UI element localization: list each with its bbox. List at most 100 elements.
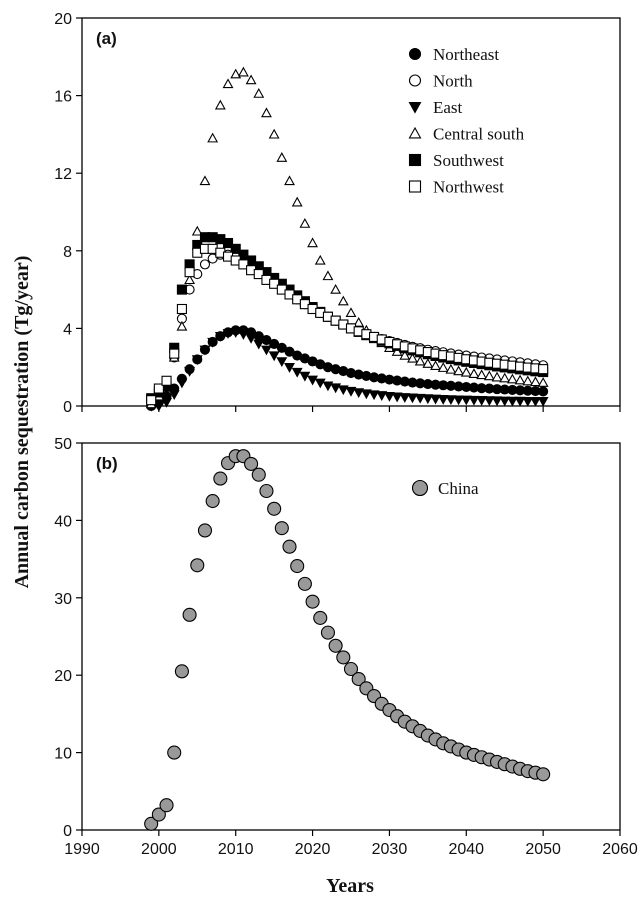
data-point bbox=[184, 267, 195, 278]
y-tick-label: 30 bbox=[54, 591, 72, 608]
plot-frame bbox=[81, 17, 621, 407]
data-point bbox=[351, 672, 366, 687]
x-tick-label: 1990 bbox=[64, 841, 100, 858]
x-axis-title: Years bbox=[326, 875, 374, 897]
data-point bbox=[538, 386, 549, 397]
data-point bbox=[207, 132, 219, 143]
data-point bbox=[214, 99, 226, 110]
x-tick-label: 2000 bbox=[141, 841, 177, 858]
data-point bbox=[307, 375, 319, 386]
legend-label: East bbox=[433, 98, 463, 117]
data-point bbox=[268, 351, 280, 362]
data-point bbox=[305, 594, 320, 609]
legend-marker bbox=[408, 47, 422, 61]
data-point bbox=[161, 375, 172, 386]
legend: China bbox=[411, 479, 479, 498]
data-point bbox=[297, 576, 312, 591]
data-point bbox=[291, 196, 303, 207]
data-point bbox=[330, 383, 342, 394]
data-point bbox=[345, 307, 357, 318]
legend-marker bbox=[408, 180, 422, 193]
data-point bbox=[261, 107, 272, 118]
legend-label: Northwest bbox=[433, 178, 504, 197]
x-tick-label: 2050 bbox=[525, 841, 561, 858]
data-point bbox=[237, 66, 249, 77]
data-point bbox=[399, 349, 411, 360]
data-point bbox=[151, 807, 166, 822]
data-point bbox=[146, 395, 157, 406]
data-point bbox=[453, 395, 465, 406]
data-point bbox=[437, 362, 449, 372]
data-point bbox=[468, 368, 480, 378]
x-tick-label: 2030 bbox=[372, 841, 408, 858]
data-point bbox=[360, 389, 372, 400]
data-point bbox=[506, 396, 518, 407]
data-point bbox=[253, 269, 264, 280]
data-point bbox=[483, 396, 495, 407]
data-point bbox=[414, 393, 426, 404]
data-point bbox=[199, 259, 211, 270]
data-point bbox=[253, 339, 265, 350]
data-point bbox=[176, 284, 187, 295]
legend-item: Southwest bbox=[408, 151, 504, 170]
data-point bbox=[336, 650, 351, 665]
data-point bbox=[430, 394, 441, 405]
data-point bbox=[491, 371, 503, 382]
data-point bbox=[284, 175, 295, 186]
data-point bbox=[222, 237, 234, 249]
data-point bbox=[251, 467, 266, 482]
data-point bbox=[368, 390, 380, 401]
data-point bbox=[268, 128, 280, 139]
data-point bbox=[530, 376, 541, 387]
data-point bbox=[506, 373, 518, 384]
data-point bbox=[153, 383, 164, 394]
data-point bbox=[245, 74, 257, 85]
data-point bbox=[345, 386, 357, 397]
x-tick-label: 2020 bbox=[295, 841, 331, 858]
data-point bbox=[244, 456, 259, 471]
data-point bbox=[153, 401, 165, 412]
y-tick-label: 20 bbox=[54, 668, 72, 685]
data-point bbox=[322, 381, 334, 392]
data-point bbox=[191, 225, 203, 236]
data-point bbox=[537, 396, 549, 407]
data-point bbox=[176, 303, 187, 315]
plot-frame bbox=[81, 442, 621, 831]
data-point bbox=[313, 610, 328, 625]
data-point bbox=[538, 364, 549, 375]
legend-label: China bbox=[438, 479, 479, 498]
data-point bbox=[483, 370, 495, 381]
data-point bbox=[161, 397, 172, 408]
data-point bbox=[445, 395, 457, 406]
data-point bbox=[537, 377, 549, 387]
legend-label: Central south bbox=[433, 125, 525, 144]
data-point bbox=[353, 388, 365, 399]
x-tick-label: 2040 bbox=[448, 841, 484, 858]
legend-label: Northeast bbox=[433, 45, 499, 64]
y-tick-label: 8 bbox=[63, 244, 72, 261]
data-point bbox=[169, 348, 180, 359]
panel-label: (b) bbox=[96, 454, 118, 473]
data-point bbox=[307, 237, 319, 248]
data-point bbox=[320, 625, 335, 640]
data-point bbox=[491, 396, 503, 407]
data-point bbox=[314, 254, 326, 265]
legend-label: Southwest bbox=[433, 151, 504, 170]
data-point bbox=[330, 283, 342, 294]
data-point bbox=[468, 395, 480, 406]
data-point bbox=[530, 396, 541, 407]
data-point bbox=[353, 316, 365, 327]
data-point bbox=[407, 352, 418, 363]
data-point bbox=[176, 378, 188, 389]
y-tick-label: 10 bbox=[54, 746, 72, 763]
legend-item: China bbox=[411, 479, 479, 498]
data-point bbox=[499, 396, 511, 407]
legend-item: Northwest bbox=[408, 178, 504, 197]
panel-label: (a) bbox=[96, 29, 117, 48]
data-point bbox=[343, 661, 359, 677]
data-point bbox=[430, 360, 441, 370]
data-point bbox=[276, 357, 288, 368]
data-point bbox=[237, 330, 249, 340]
data-point bbox=[476, 369, 488, 380]
